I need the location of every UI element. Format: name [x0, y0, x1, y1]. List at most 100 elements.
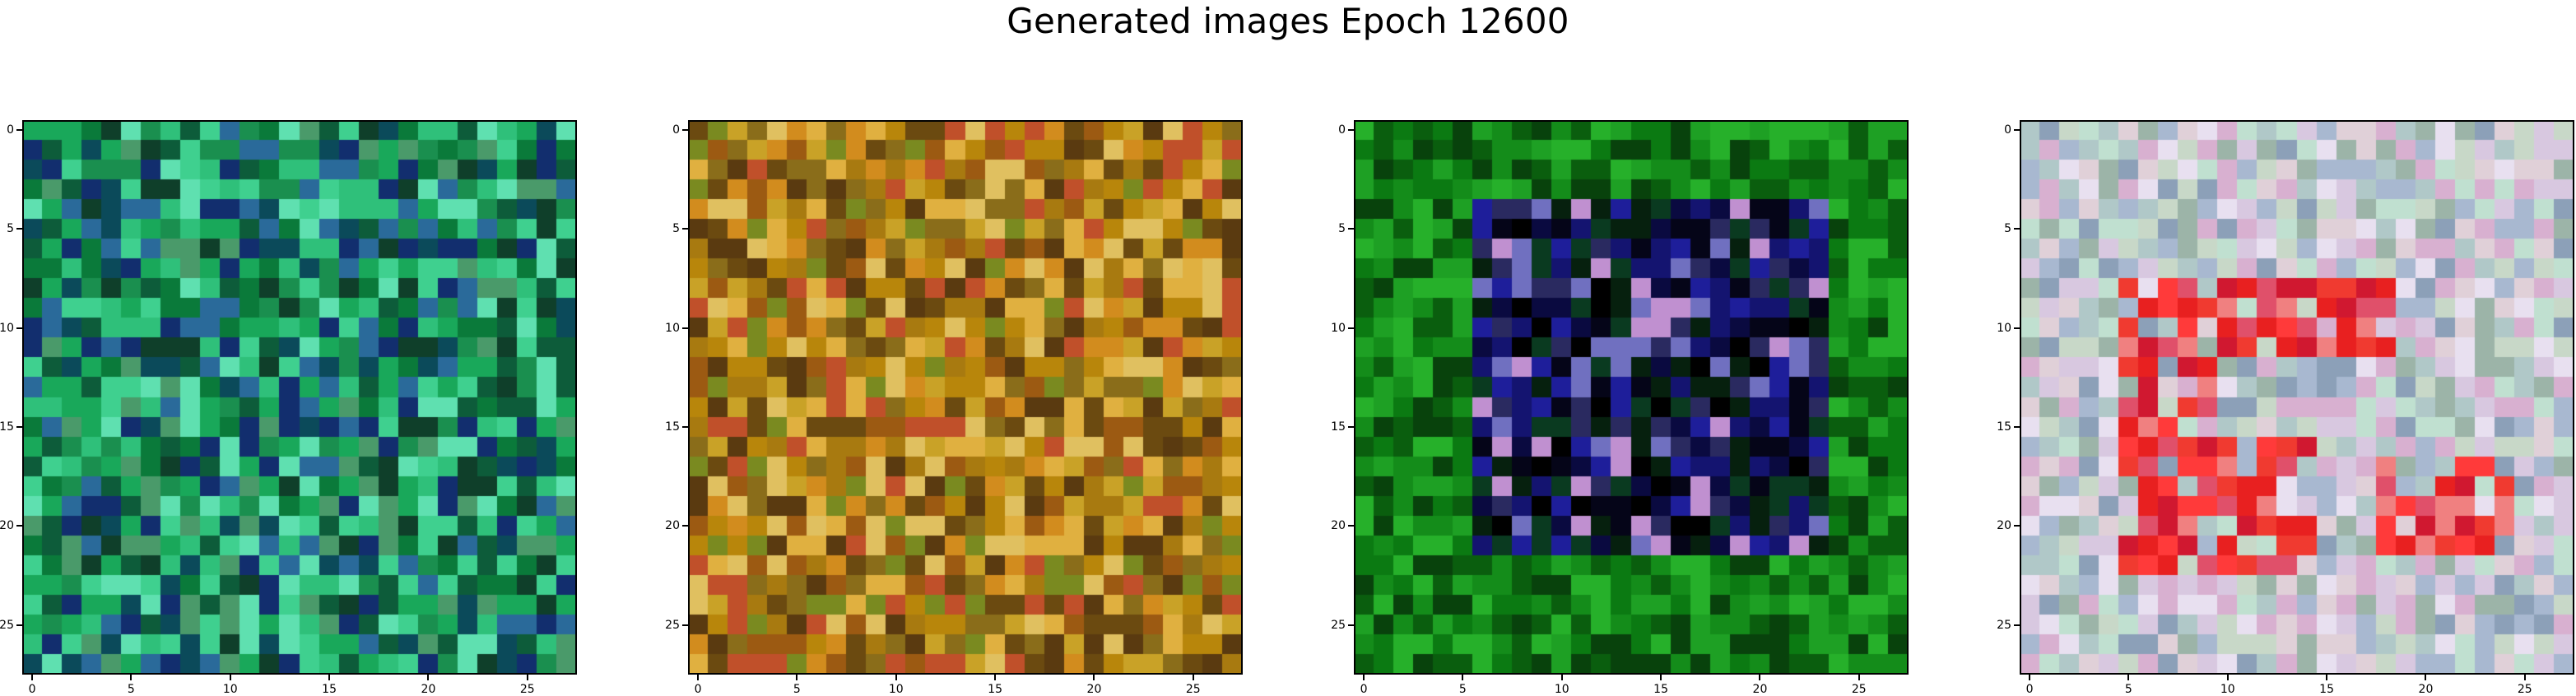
axes-frame — [2020, 120, 2574, 675]
x-tick — [31, 675, 34, 680]
x-tick-label: 10 — [1554, 683, 1569, 696]
axes-frame — [688, 120, 1243, 675]
x-tick-label: 25 — [1185, 683, 1201, 696]
x-tick-label: 10 — [888, 683, 904, 696]
x-tick — [2127, 675, 2130, 680]
y-tick-label: 20 — [1997, 519, 2011, 533]
x-tick — [1093, 675, 1095, 680]
y-tick — [16, 129, 22, 132]
generated-image-3 — [1354, 120, 1909, 675]
x-tick — [1462, 675, 1464, 680]
x-tick — [229, 675, 231, 680]
y-tick — [1348, 129, 1354, 132]
y-tick-label: 15 — [665, 420, 680, 434]
axes-frame — [22, 120, 577, 675]
x-tick-label: 15 — [322, 683, 337, 696]
y-tick — [682, 327, 688, 329]
x-tick — [895, 675, 897, 680]
y-tick-label: 0 — [7, 123, 14, 137]
x-tick — [796, 675, 798, 680]
y-tick — [682, 228, 688, 230]
x-tick — [697, 675, 700, 680]
y-tick — [682, 426, 688, 429]
y-tick-label: 0 — [672, 123, 680, 137]
x-tick-label: 5 — [1458, 683, 1467, 696]
y-tick-label: 0 — [1338, 123, 1346, 137]
y-tick — [16, 228, 22, 230]
figure-title: Generated images Epoch 12600 — [1007, 1, 1569, 41]
x-tick — [1363, 675, 1365, 680]
generated-image-panel-4: 0 5 10 15 20 25 0 5 10 15 20 25 — [1997, 120, 2574, 696]
y-tick — [1348, 426, 1354, 429]
y-tick — [16, 624, 22, 626]
y-tick — [2014, 525, 2020, 527]
y-tick-label: 25 — [665, 618, 680, 632]
y-tick-label: 20 — [665, 519, 680, 533]
x-tick-label: 0 — [28, 683, 36, 696]
x-tick — [526, 675, 528, 680]
y-tick-label: 0 — [2004, 123, 2011, 137]
y-tick — [2014, 228, 2020, 230]
y-tick — [1348, 624, 1354, 626]
x-tick-label: 20 — [421, 683, 436, 696]
y-tick-label: 5 — [1338, 222, 1346, 236]
x-tick-label: 25 — [2517, 683, 2532, 696]
x-tick-label: 15 — [988, 683, 1003, 696]
x-tick — [328, 675, 331, 680]
y-tick-label: 10 — [665, 321, 680, 335]
x-tick — [1660, 675, 1662, 680]
x-tick-label: 0 — [2025, 683, 2034, 696]
y-tick-label: 20 — [1331, 519, 1346, 533]
y-tick-label: 5 — [7, 222, 14, 236]
x-tick-label: 15 — [1653, 683, 1669, 696]
x-tick — [427, 675, 430, 680]
x-tick — [2326, 675, 2328, 680]
generated-image-1 — [22, 120, 577, 675]
x-tick — [1192, 675, 1194, 680]
x-tick-label: 0 — [694, 683, 702, 696]
y-tick — [2014, 426, 2020, 429]
axes-frame — [1354, 120, 1909, 675]
x-tick — [1858, 675, 1860, 680]
y-tick — [682, 525, 688, 527]
y-tick — [16, 525, 22, 527]
y-tick — [682, 129, 688, 132]
generated-image-panel-2: 0 5 10 15 20 25 0 5 10 15 20 25 — [665, 120, 1243, 696]
y-tick-label: 25 — [1331, 618, 1346, 632]
y-tick — [1348, 327, 1354, 329]
x-tick — [1560, 675, 1563, 680]
x-tick-label: 15 — [2319, 683, 2335, 696]
y-tick-label: 20 — [0, 519, 14, 533]
y-tick-label: 15 — [1997, 420, 2011, 434]
y-tick-label: 10 — [1997, 321, 2011, 335]
y-tick — [16, 327, 22, 329]
x-tick-label: 5 — [127, 683, 135, 696]
x-tick — [2029, 675, 2031, 680]
x-tick — [2425, 675, 2427, 680]
y-tick-label: 25 — [1997, 618, 2011, 632]
y-tick-label: 15 — [1331, 420, 1346, 434]
y-tick — [682, 624, 688, 626]
x-tick — [1759, 675, 1761, 680]
generated-image-2 — [688, 120, 1243, 675]
y-tick — [1348, 525, 1354, 527]
y-tick — [2014, 129, 2020, 132]
x-tick — [2523, 675, 2526, 680]
y-tick-label: 5 — [2004, 222, 2011, 236]
y-tick — [16, 426, 22, 429]
x-tick — [994, 675, 997, 680]
x-tick-label: 20 — [2418, 683, 2434, 696]
x-tick-label: 10 — [2220, 683, 2235, 696]
y-tick-label: 10 — [0, 321, 14, 335]
x-tick-label: 25 — [519, 683, 535, 696]
generated-image-4 — [2020, 120, 2574, 675]
generated-image-panel-3: 0 5 10 15 20 25 0 5 10 15 20 25 — [1331, 120, 1909, 696]
y-tick — [2014, 624, 2020, 626]
y-tick-label: 5 — [672, 222, 680, 236]
x-tick-label: 5 — [2124, 683, 2132, 696]
generated-image-panel-1: 0 5 10 15 20 25 0 5 10 15 20 25 — [0, 120, 577, 696]
x-tick-label: 0 — [1360, 683, 1368, 696]
x-tick-label: 20 — [1086, 683, 1102, 696]
x-tick-label: 10 — [222, 683, 238, 696]
x-tick-label: 5 — [793, 683, 801, 696]
